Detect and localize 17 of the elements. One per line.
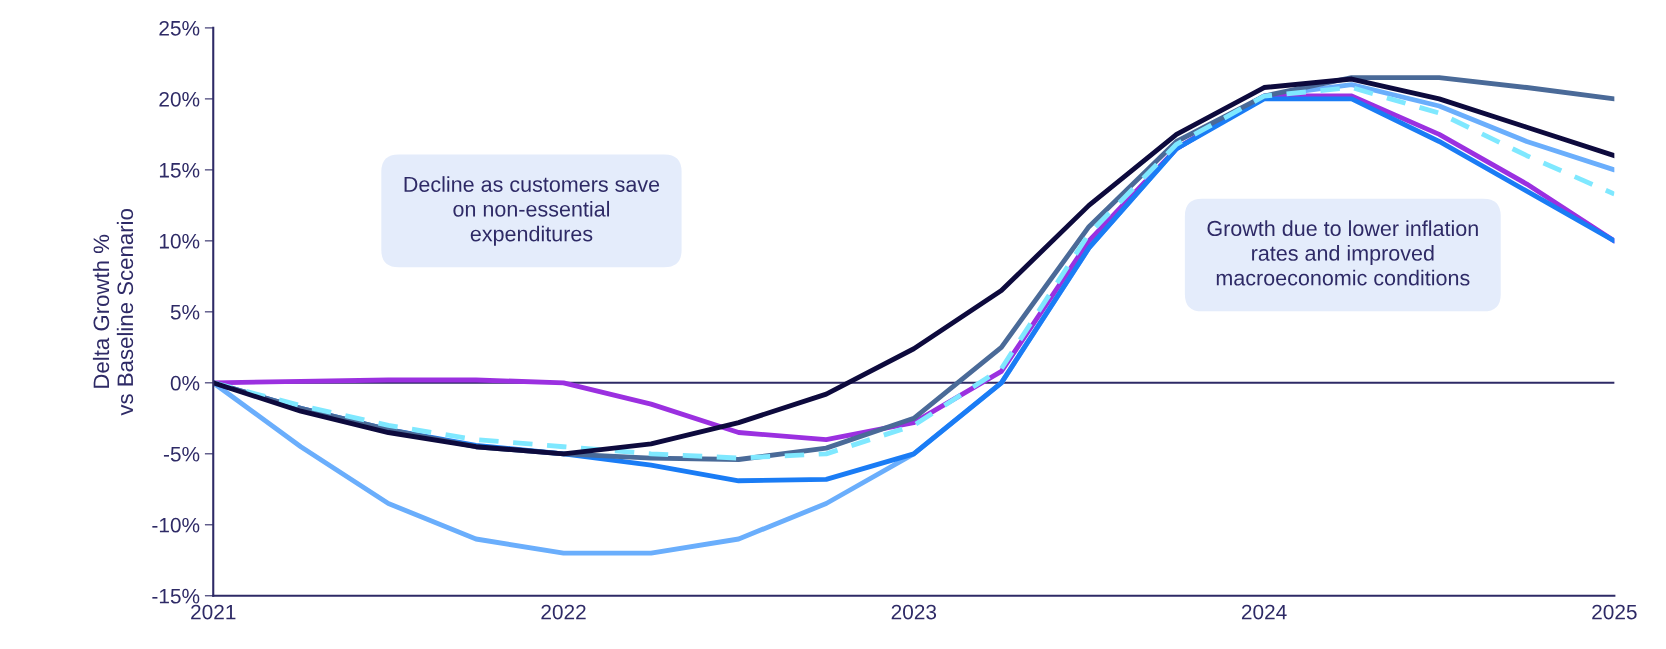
annotation: Decline as customers save on non-essential expenditures bbox=[404, 176, 660, 246]
annotation: Growth due to lower inflation rates and improved macroeconomic conditions bbox=[1207, 220, 1478, 286]
y-axis-title: Delta Growth % vs Baseline Scenario bbox=[92, 209, 134, 416]
y-tick-label: 15% bbox=[159, 162, 200, 178]
x-tick-label: 2023 bbox=[891, 604, 937, 620]
y-tick-label: 25% bbox=[159, 20, 200, 36]
y-tick-label: 20% bbox=[159, 91, 200, 107]
y-tick-label: -5% bbox=[163, 446, 200, 462]
y-tick-label: 5% bbox=[170, 304, 200, 320]
y-tick-label: -15% bbox=[152, 588, 200, 604]
y-tick-label: 10% bbox=[159, 233, 200, 249]
y-tick-label: 0% bbox=[170, 375, 200, 391]
x-tick-label: 2021 bbox=[191, 604, 236, 620]
y-tick-label: -10% bbox=[152, 517, 200, 533]
x-tick-label: 2024 bbox=[1241, 604, 1287, 620]
x-tick-label: 2022 bbox=[541, 604, 586, 620]
x-tick-label: 2025 bbox=[1592, 604, 1637, 620]
